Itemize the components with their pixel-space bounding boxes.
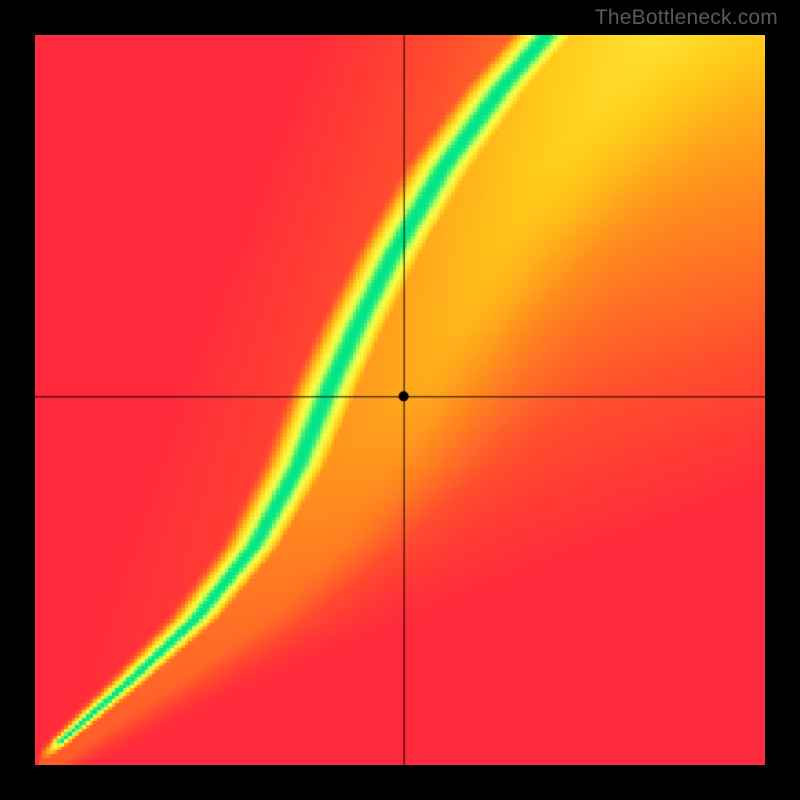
bottleneck-heatmap <box>35 35 765 765</box>
watermark-text: TheBottleneck.com <box>595 6 778 30</box>
chart-container: TheBottleneck.com <box>0 0 800 800</box>
